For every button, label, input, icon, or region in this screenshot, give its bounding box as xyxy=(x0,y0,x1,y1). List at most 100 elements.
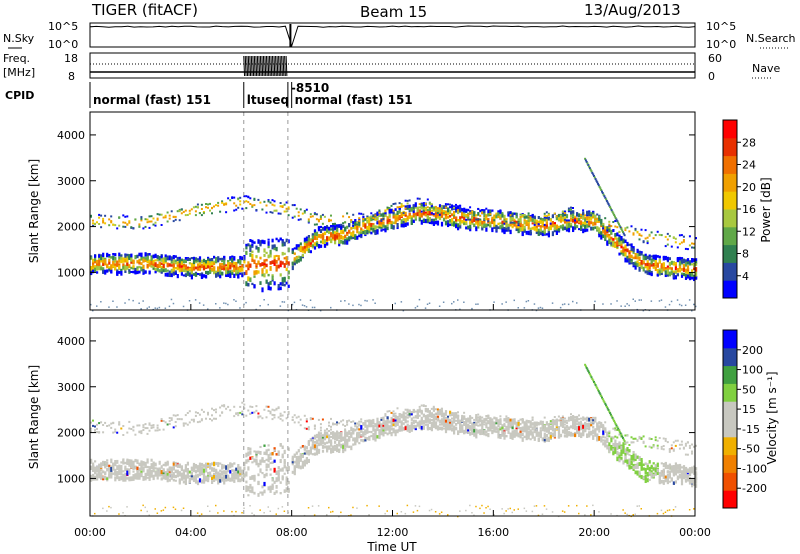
echo-cell xyxy=(414,415,417,419)
echo-cell xyxy=(140,430,143,433)
echo-cell xyxy=(414,215,417,219)
echo-cell xyxy=(303,459,306,463)
echo-cell xyxy=(202,468,206,473)
echo-cell xyxy=(205,478,208,482)
echo-cell xyxy=(267,241,270,246)
echo-cell xyxy=(162,261,165,265)
echo-cell xyxy=(259,243,262,247)
echo-cell xyxy=(344,221,347,224)
echo-cell xyxy=(684,262,688,267)
echo-cell xyxy=(614,225,617,228)
echo-cell xyxy=(410,215,413,218)
echo-cell xyxy=(275,259,278,264)
echo-cell xyxy=(251,205,254,208)
echo-cell xyxy=(261,287,264,293)
echo-cell xyxy=(247,201,250,204)
echo-cell xyxy=(128,256,131,259)
noise-cell xyxy=(92,309,94,312)
freq-burst-mark xyxy=(267,55,270,77)
echo-cell xyxy=(265,405,268,408)
echo-cell xyxy=(114,468,117,472)
echo-cell xyxy=(265,468,268,472)
echo-cell xyxy=(164,474,167,479)
echo-cell xyxy=(358,219,361,222)
echo-cell xyxy=(372,224,375,230)
echo-cell xyxy=(346,239,349,242)
echo-cell xyxy=(283,241,286,247)
echo-cell xyxy=(215,273,218,278)
echo-cell xyxy=(428,217,431,222)
echo-cell xyxy=(265,458,268,461)
echo-cell xyxy=(386,427,389,431)
echo-cell xyxy=(366,419,369,423)
echo-cell xyxy=(398,214,401,220)
colorbar-tick-label: 16 xyxy=(742,203,756,216)
echo-cell xyxy=(336,229,339,235)
echo-cell xyxy=(148,253,151,256)
echo-cell xyxy=(172,478,175,482)
echo-cell xyxy=(471,423,474,428)
echo-cell xyxy=(372,425,375,427)
noise-cell xyxy=(396,512,398,515)
echo-cell xyxy=(422,218,425,223)
echo-cell xyxy=(686,274,690,279)
echo-cell xyxy=(555,215,558,218)
echo-cell xyxy=(398,418,401,421)
echo-cell xyxy=(136,475,139,480)
echo-cell xyxy=(271,260,274,265)
echo-cell xyxy=(194,469,198,473)
noise-cell xyxy=(483,512,485,514)
noise-cell xyxy=(523,507,526,510)
echo-cell xyxy=(202,274,206,278)
echo-cell xyxy=(221,258,224,263)
freq-burst-mark xyxy=(244,55,247,77)
echo-cell xyxy=(507,430,510,434)
echo-cell xyxy=(90,465,93,471)
colorbar-swatch xyxy=(723,120,737,139)
echo-cell xyxy=(473,425,476,429)
noise-cell xyxy=(356,507,358,509)
echo-cell xyxy=(299,465,302,470)
echo-cell xyxy=(340,435,343,440)
echo-cell xyxy=(215,270,218,276)
echo-cell xyxy=(509,229,512,235)
echo-cell xyxy=(196,263,200,268)
echo-cell xyxy=(467,213,470,216)
echo-cell xyxy=(172,474,175,478)
freq-burst-mark xyxy=(243,55,246,77)
echo-cell xyxy=(100,226,103,229)
echo-cell xyxy=(525,215,528,219)
echo-cell xyxy=(378,209,381,212)
echo-cell xyxy=(192,206,195,209)
echo-cell xyxy=(519,418,522,421)
echo-cell xyxy=(497,422,500,426)
echo-cell xyxy=(447,427,450,430)
echo-cell xyxy=(646,260,649,266)
echo-cell xyxy=(301,460,304,466)
echo-cell xyxy=(241,413,244,416)
echo-cell xyxy=(243,407,246,410)
echo-cell xyxy=(283,411,286,414)
echo-cell xyxy=(527,230,530,236)
echo-cell xyxy=(384,424,387,427)
echo-cell xyxy=(305,247,308,252)
echo-cell xyxy=(138,270,141,274)
echo-cell xyxy=(281,240,284,244)
echo-cell xyxy=(188,480,191,484)
echo-cell xyxy=(164,461,167,466)
echo-cell xyxy=(396,210,399,215)
echo-cell xyxy=(180,472,183,477)
echo-cell xyxy=(170,418,173,421)
echo-cell xyxy=(394,412,397,415)
echo-cell xyxy=(132,425,135,428)
echo-cell xyxy=(317,244,321,249)
echo-cell xyxy=(582,209,585,212)
echo-cell xyxy=(134,475,137,480)
echo-cell xyxy=(209,209,211,212)
echo-cell xyxy=(410,207,413,212)
echo-cell xyxy=(517,224,520,227)
echo-cell xyxy=(326,448,329,453)
echo-cell xyxy=(505,229,508,232)
echo-cell xyxy=(263,273,266,278)
echo-cell xyxy=(297,449,300,453)
